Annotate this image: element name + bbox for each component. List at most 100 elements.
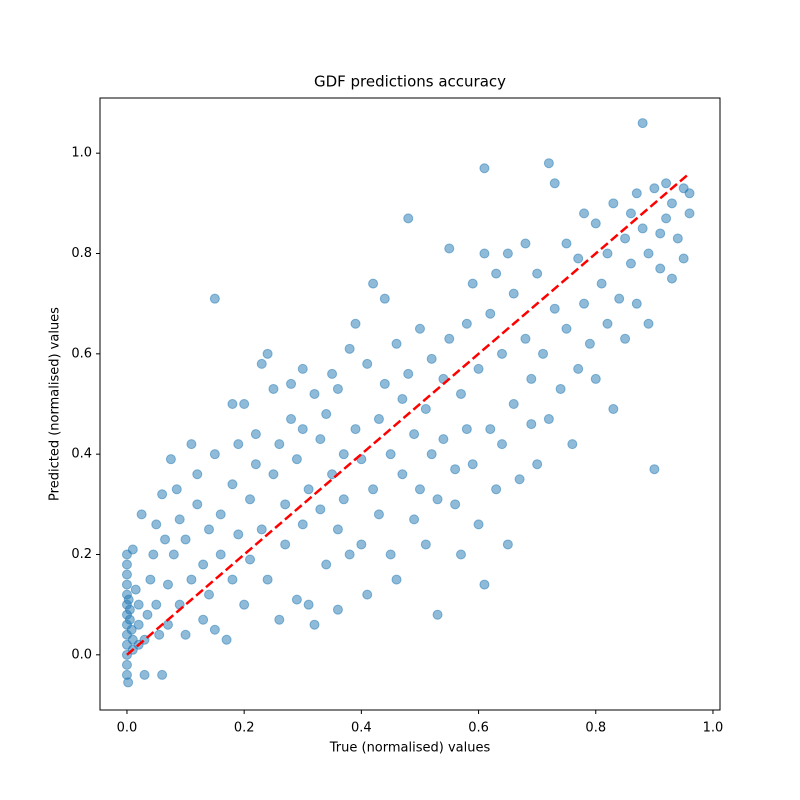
scatter-point (280, 499, 291, 510)
scatter-point (549, 178, 560, 189)
scatter-point (123, 594, 134, 605)
scatter-point (157, 489, 168, 500)
scatter-point (438, 434, 449, 445)
scatter-point (409, 514, 420, 525)
scatter-point (625, 208, 636, 219)
scatter-point (198, 614, 209, 625)
scatter-point (590, 373, 601, 384)
scatter-point (123, 677, 134, 688)
scatter-point (186, 574, 197, 585)
scatter-point (625, 258, 636, 269)
scatter-point (180, 534, 191, 545)
scatter-point (385, 449, 396, 460)
scatter-point (121, 559, 132, 570)
scatter-point (485, 424, 496, 435)
scatter-point (508, 288, 519, 299)
x-tick-label: 0.8 (585, 721, 606, 736)
scatter-point (332, 524, 343, 535)
scatter-point (508, 399, 519, 409)
scatter-point (450, 464, 461, 475)
y-tick-label: 1.0 (71, 146, 92, 161)
scatter-point (368, 484, 379, 495)
scatter-point (608, 404, 619, 415)
scatter-point (579, 208, 590, 219)
scatter-point (485, 308, 496, 319)
scatter-point (409, 429, 420, 440)
scatter-point (274, 614, 285, 625)
scatter-point (684, 208, 695, 219)
scatter-point (661, 213, 672, 224)
scatter-point (297, 519, 308, 530)
y-axis-label: Predicted (normalised) values (48, 307, 63, 501)
scatter-point (602, 248, 613, 259)
scatter-point (338, 449, 349, 460)
scatter-point (133, 619, 144, 630)
scatter-point (561, 238, 572, 249)
scatter-point (649, 464, 660, 475)
scatter-point (268, 469, 279, 480)
scatter-point (280, 539, 291, 550)
scatter-point (391, 338, 402, 349)
scatter-point (121, 579, 132, 590)
scatter-point (303, 599, 314, 610)
scatter-point (262, 348, 273, 359)
scatter-point (165, 454, 176, 465)
y-tick-label: 0.8 (71, 246, 92, 261)
scatter-point (338, 494, 349, 505)
scatter-point (133, 599, 144, 610)
scatter-point (151, 519, 162, 530)
scatter-point (291, 454, 302, 465)
scatter-point (532, 268, 543, 279)
scatter-point (455, 549, 466, 560)
scatter-point (555, 383, 566, 394)
reference-line (126, 172, 691, 656)
scatter-point (426, 353, 437, 364)
x-tick-label: 0.2 (234, 721, 255, 736)
scatter-point (286, 414, 297, 425)
scatter-point (186, 439, 197, 450)
scatter-point (245, 494, 256, 505)
scatter-point (262, 574, 273, 585)
scatter-point (268, 383, 279, 394)
scatter-point (127, 544, 138, 555)
scatter-point (368, 278, 379, 289)
scatter-point (444, 243, 455, 254)
scatter-point (397, 393, 408, 404)
scatter-point (157, 669, 168, 680)
scatter-point (684, 188, 695, 199)
scatter-point (461, 318, 472, 329)
scatter-point (344, 549, 355, 560)
scatter-point (274, 439, 285, 450)
scatter-point (403, 368, 414, 379)
scatter-point (362, 358, 373, 369)
scatter-point (479, 579, 490, 590)
scatter-point (209, 449, 220, 460)
scatter-point (286, 378, 297, 389)
scatter-point (491, 268, 502, 279)
scatter-point (151, 599, 162, 610)
scatter-point (455, 388, 466, 399)
scatter-point (596, 278, 607, 289)
scatter-point (124, 604, 135, 615)
scatter-point (467, 459, 478, 470)
chart-title: GDF predictions accuracy (314, 73, 506, 91)
x-axis-label: True (normalised) values (329, 741, 491, 756)
x-tick-label: 0.0 (117, 721, 138, 736)
scatter-point (162, 579, 173, 590)
scatter-point (160, 534, 171, 545)
scatter-point (520, 238, 531, 249)
scatter-point (350, 318, 361, 329)
scatter-point (198, 559, 209, 570)
scatter-point (637, 223, 648, 234)
scatter-point (549, 303, 560, 314)
scatter-point (608, 198, 619, 209)
scatter-point (643, 318, 654, 329)
scatter-point (215, 549, 226, 560)
scatter-point (631, 298, 642, 309)
scatter-point (379, 293, 390, 304)
scatter-point (661, 178, 672, 189)
scatter-point (297, 424, 308, 435)
x-tick-label: 1.0 (703, 721, 724, 736)
scatter-point (672, 233, 683, 244)
